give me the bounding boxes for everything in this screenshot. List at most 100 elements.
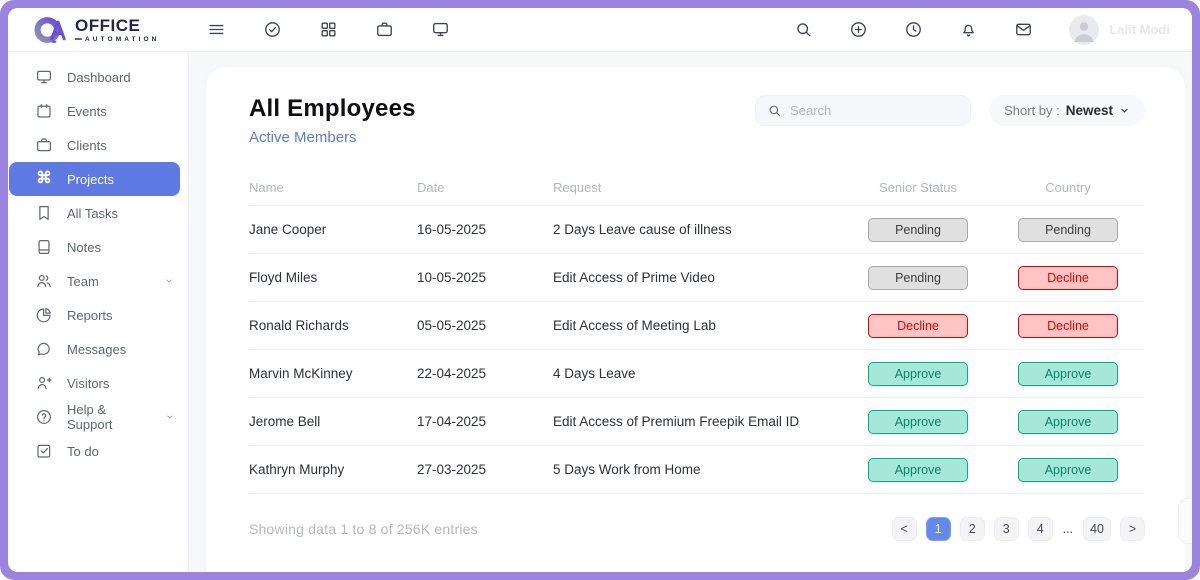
entries-summary: Showing data 1 to 8 of 256K entries [249, 521, 478, 537]
sort-dropdown[interactable]: Short by : Newest [989, 95, 1145, 126]
check-square-icon [37, 444, 51, 458]
sidebar-item-events[interactable]: Events [8, 94, 188, 128]
cell-date: 27-03-2025 [417, 462, 487, 477]
mail-icon[interactable] [1014, 20, 1033, 39]
sidebar-item-label: To do [67, 443, 99, 459]
sidebar-item-label: All Tasks [67, 205, 119, 221]
pagination-prev-button[interactable]: < [891, 517, 917, 541]
briefcase-icon[interactable] [375, 20, 394, 39]
bell-icon[interactable] [959, 20, 978, 39]
check-circle-icon[interactable] [263, 20, 282, 39]
user-name: Lalit Modi [1109, 22, 1170, 37]
sidebar-item-reports[interactable]: Reports [8, 298, 188, 332]
user-menu[interactable]: Lalit Modi [1069, 14, 1170, 45]
chat-icon [37, 342, 50, 356]
cell-name: Kathryn Murphy [249, 462, 345, 477]
sidebar-item-team[interactable]: Team [8, 264, 188, 298]
sidebar-item-label: Team [67, 273, 99, 289]
cell-name: Jane Cooper [249, 222, 327, 237]
table-row: Ronald Richards 05-05-2025 Edit Access o… [249, 302, 1145, 350]
plus-circle-icon[interactable] [849, 20, 868, 39]
topbar-left-icons [207, 20, 450, 39]
bookmark-icon [39, 206, 49, 220]
country-status-badge[interactable]: Approve [1018, 361, 1118, 386]
clock-icon[interactable] [904, 20, 923, 39]
search-input[interactable] [790, 103, 960, 118]
table-row: Marvin McKinney 22-04-2025 4 Days Leave … [249, 350, 1145, 398]
pagination-page-4[interactable]: 4 [1027, 517, 1053, 541]
content-area: Dashboard Events Clients ⌘ Projects All … [8, 52, 1192, 572]
page-subtitle[interactable]: Active Members [249, 129, 357, 146]
search-box[interactable] [755, 95, 972, 126]
dashboard-icon [37, 70, 51, 84]
sidebar-item-label: Events [67, 103, 107, 119]
pagination-page-2[interactable]: 2 [959, 517, 985, 541]
cell-date: 17-04-2025 [417, 414, 487, 429]
sidebar-item-messages[interactable]: Messages [8, 332, 188, 366]
sidebar-item-label: Visitors [67, 375, 110, 391]
cell-date: 16-05-2025 [417, 222, 487, 237]
grid-icon[interactable] [319, 20, 338, 39]
cell-request: 2 Days Leave cause of illness [553, 222, 732, 237]
chevron-down-icon [166, 415, 172, 419]
app-window: OFFICE AUTOMATION Lalit Modi [8, 8, 1192, 572]
cell-request: Edit Access of Meeting Lab [553, 318, 716, 333]
country-status-badge[interactable]: Pending [1018, 217, 1118, 242]
cell-request: Edit Access of Prime Video [553, 270, 715, 285]
table-row: Jane Cooper 16-05-2025 2 Days Leave caus… [249, 206, 1145, 254]
pagination-page-3[interactable]: 3 [993, 517, 1019, 541]
sidebar-item-all-tasks[interactable]: All Tasks [8, 196, 188, 230]
chevron-down-icon [1121, 108, 1128, 113]
employees-card: All Employees Active Members Short by : … [206, 67, 1192, 572]
country-status-badge[interactable]: Approve [1018, 457, 1118, 482]
table-footer: Showing data 1 to 8 of 256K entries < 1 … [249, 517, 1145, 541]
scroll-handle[interactable] [1178, 498, 1192, 544]
sidebar-item-label: Reports [67, 307, 113, 323]
pagination-page-1[interactable]: 1 [925, 517, 951, 541]
cell-date: 22-04-2025 [417, 366, 487, 381]
card-header: All Employees Active Members Short by : … [249, 95, 1145, 146]
senior-status-badge[interactable]: Approve [868, 457, 968, 482]
senior-status-badge[interactable]: Pending [868, 217, 968, 242]
sidebar-item-help-support[interactable]: Help & Support [8, 400, 188, 434]
senior-status-badge[interactable]: Approve [868, 409, 968, 434]
pagination-next-button[interactable]: > [1120, 517, 1145, 541]
help-circle-icon [37, 410, 51, 424]
search-icon[interactable] [794, 20, 813, 39]
title-block: All Employees Active Members [249, 95, 416, 146]
pie-chart-icon [36, 308, 51, 323]
sidebar-item-visitors[interactable]: Visitors [8, 366, 188, 400]
senior-status-badge[interactable]: Approve [868, 361, 968, 386]
sidebar-item-label: Notes [67, 239, 101, 255]
col-header-date: Date [417, 180, 445, 195]
col-header-country: Country [1045, 180, 1091, 195]
menu-icon[interactable] [207, 20, 226, 39]
pagination: < 1 2 3 4 ... 40 > [891, 517, 1145, 541]
sidebar-item-label: Projects [67, 171, 114, 187]
col-header-request: Request [553, 180, 602, 195]
sidebar-item-notes[interactable]: Notes [8, 230, 188, 264]
sidebar-item-clients[interactable]: Clients [8, 128, 188, 162]
page-title: All Employees [249, 95, 416, 122]
country-status-badge[interactable]: Approve [1018, 409, 1118, 434]
country-status-badge[interactable]: Decline [1018, 265, 1118, 290]
sidebar-item-dashboard[interactable]: Dashboard [8, 60, 188, 94]
cell-request: 4 Days Leave [553, 366, 636, 381]
table-row: Jerome Bell 17-04-2025 Edit Access of Pr… [249, 398, 1145, 446]
senior-status-badge[interactable]: Pending [868, 265, 968, 290]
pagination-ellipsis: ... [1062, 522, 1074, 536]
monitor-icon[interactable] [431, 20, 450, 39]
sidebar: Dashboard Events Clients ⌘ Projects All … [8, 52, 189, 572]
app-logo: OFFICE AUTOMATION [34, 14, 159, 46]
table-row: Kathryn Murphy 27-03-2025 5 Days Work fr… [249, 446, 1145, 494]
sidebar-item-projects[interactable]: ⌘ Projects [9, 162, 180, 196]
senior-status-badge[interactable]: Decline [868, 313, 968, 338]
avatar[interactable] [1069, 14, 1100, 45]
user-plus-icon [37, 377, 52, 390]
sidebar-item-to-do[interactable]: To do [8, 434, 188, 468]
country-status-badge[interactable]: Decline [1018, 313, 1118, 338]
pagination-page-40[interactable]: 40 [1083, 517, 1111, 541]
cell-name: Marvin McKinney [249, 366, 353, 381]
main-area: All Employees Active Members Short by : … [189, 52, 1192, 572]
